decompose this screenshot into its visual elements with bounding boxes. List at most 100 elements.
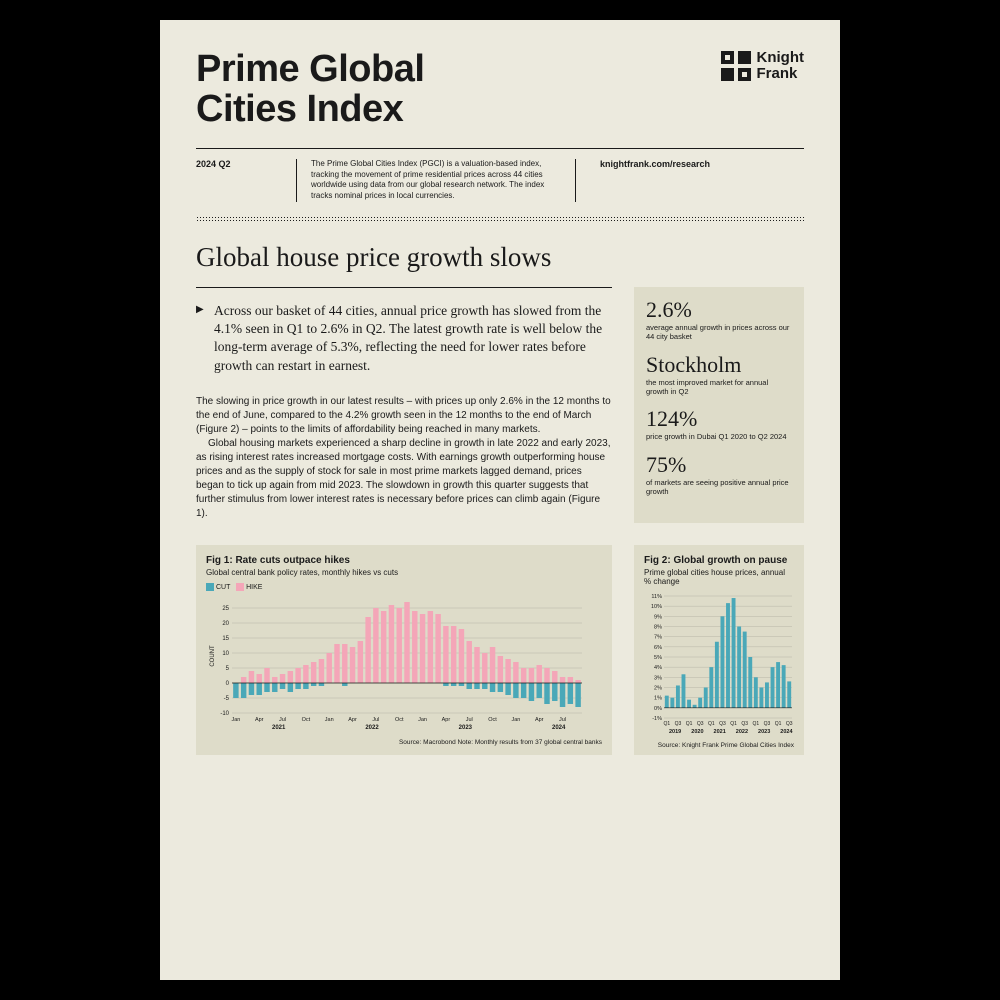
svg-text:9%: 9% <box>654 614 662 620</box>
svg-text:Jul: Jul <box>466 717 473 723</box>
svg-text:Q3: Q3 <box>697 721 704 727</box>
stat-value: 75% <box>646 454 792 476</box>
svg-text:Jan: Jan <box>325 717 334 723</box>
bullet-icon: ▶ <box>196 302 206 375</box>
svg-text:Jul: Jul <box>372 717 379 723</box>
svg-text:Q1: Q1 <box>663 721 670 727</box>
chart-1-subtitle: Global central bank policy rates, monthl… <box>206 568 602 577</box>
svg-text:2022: 2022 <box>736 729 748 735</box>
svg-text:Q3: Q3 <box>719 721 726 727</box>
intro-block: ▶ Across our basket of 44 cities, annual… <box>196 287 612 375</box>
svg-text:Apr: Apr <box>442 717 451 723</box>
svg-text:Jan: Jan <box>511 717 520 723</box>
svg-text:0: 0 <box>226 681 230 687</box>
svg-text:Q1: Q1 <box>686 721 693 727</box>
svg-text:Q1: Q1 <box>730 721 737 727</box>
chart-1-panel: Fig 1: Rate cuts outpace hikes Global ce… <box>196 545 612 755</box>
svg-text:3%: 3% <box>654 675 662 681</box>
stat-desc: price growth in Dubai Q1 2020 to Q2 2024 <box>646 432 792 441</box>
svg-text:Q1: Q1 <box>708 721 715 727</box>
svg-text:2020: 2020 <box>691 729 703 735</box>
chart-2-title: Fig 2: Global growth on pause <box>644 555 794 566</box>
svg-text:Oct: Oct <box>302 717 311 723</box>
svg-text:25: 25 <box>222 606 229 612</box>
issue-label: 2024 Q2 <box>196 159 276 202</box>
stat-desc: of markets are seeing positive annual pr… <box>646 478 792 497</box>
svg-text:Apr: Apr <box>348 717 357 723</box>
stat-value: 124% <box>646 408 792 430</box>
stat-item: 75% of markets are seeing positive annual… <box>646 454 792 497</box>
svg-text:1%: 1% <box>654 696 662 702</box>
svg-text:Q3: Q3 <box>741 721 748 727</box>
stat-item: Stockholm the most improved market for an… <box>646 354 792 397</box>
svg-text:6%: 6% <box>654 645 662 651</box>
dotted-divider <box>196 216 804 222</box>
chart-1-source: Source: Macrobond Note: Monthly results … <box>206 739 602 746</box>
headline: Global house price growth slows <box>196 242 804 273</box>
stat-item: 124% price growth in Dubai Q1 2020 to Q2 … <box>646 408 792 441</box>
svg-text:15: 15 <box>222 636 229 642</box>
svg-text:10%: 10% <box>651 604 662 610</box>
report-page: Prime Global Cities Index Knight Frank 2… <box>160 20 840 980</box>
svg-text:2%: 2% <box>654 685 662 691</box>
svg-text:2024: 2024 <box>780 729 793 735</box>
stats-panel: 2.6% average annual growth in prices acro… <box>634 287 804 523</box>
research-url: knightfrank.com/research <box>596 159 710 202</box>
body-para-1: The slowing in price growth in our lates… <box>196 395 612 437</box>
chart-1-svg: -10-50510152025COUNTJanAprJulOctJanAprJu… <box>206 595 586 735</box>
svg-text:4%: 4% <box>654 665 662 671</box>
stat-value: Stockholm <box>646 354 792 376</box>
svg-text:0%: 0% <box>654 706 662 712</box>
chart-2-panel: Fig 2: Global growth on pause Prime glob… <box>634 545 804 755</box>
svg-text:-1%: -1% <box>652 716 662 722</box>
stat-value: 2.6% <box>646 299 792 321</box>
svg-text:Q3: Q3 <box>764 721 771 727</box>
chart-2-svg: -1%0%1%2%3%4%5%6%7%8%9%10%11%Q1Q3Q1Q3Q1Q… <box>644 592 794 738</box>
legend-swatch-cut <box>206 583 214 591</box>
stat-item: 2.6% average annual growth in prices acro… <box>646 299 792 342</box>
stat-desc: average annual growth in prices across o… <box>646 323 792 342</box>
svg-text:Jan: Jan <box>231 717 240 723</box>
svg-text:2021: 2021 <box>714 729 726 735</box>
svg-text:2024: 2024 <box>552 725 566 731</box>
intro-text: Across our basket of 44 cities, annual p… <box>214 302 612 375</box>
svg-text:5: 5 <box>226 666 230 672</box>
sidebar-column: 2.6% average annual growth in prices acro… <box>634 287 804 539</box>
svg-text:Q3: Q3 <box>675 721 682 727</box>
stat-desc: the most improved market for annual grow… <box>646 378 792 397</box>
svg-text:11%: 11% <box>651 594 662 600</box>
svg-text:2021: 2021 <box>272 725 286 731</box>
svg-text:2019: 2019 <box>669 729 681 735</box>
svg-text:2023: 2023 <box>459 725 473 731</box>
chart-2-source: Source: Knight Frank Prime Global Cities… <box>644 742 794 749</box>
legend-swatch-hike <box>236 583 244 591</box>
chart-2-subtitle: Prime global cities house prices, annual… <box>644 568 794 586</box>
svg-text:Oct: Oct <box>395 717 404 723</box>
index-description: The Prime Global Cities Index (PGCI) is … <box>296 159 576 202</box>
svg-text:Q1: Q1 <box>752 721 759 727</box>
report-title: Prime Global Cities Index <box>196 50 424 130</box>
title-line-2: Cities Index <box>196 88 403 130</box>
svg-text:2023: 2023 <box>758 729 770 735</box>
svg-text:2022: 2022 <box>365 725 379 731</box>
svg-text:8%: 8% <box>654 624 662 630</box>
title-line-1: Prime Global <box>196 48 424 90</box>
chart-1-legend: CUT HIKE <box>206 583 602 591</box>
svg-text:COUNT: COUNT <box>210 645 216 667</box>
body-para-2: Global housing markets experienced a sha… <box>196 437 612 521</box>
svg-text:Q1: Q1 <box>775 721 782 727</box>
logo-text: Knight Frank <box>757 50 804 82</box>
svg-text:Q3: Q3 <box>786 721 793 727</box>
chart-1-title: Fig 1: Rate cuts outpace hikes <box>206 555 602 566</box>
meta-row: 2024 Q2 The Prime Global Cities Index (P… <box>196 149 804 212</box>
main-column: ▶ Across our basket of 44 cities, annual… <box>196 287 612 539</box>
svg-text:-5: -5 <box>224 696 230 702</box>
svg-text:7%: 7% <box>654 635 662 641</box>
svg-text:-10: -10 <box>220 711 229 717</box>
svg-text:Jul: Jul <box>279 717 286 723</box>
svg-text:Jan: Jan <box>418 717 427 723</box>
svg-text:10: 10 <box>222 651 229 657</box>
logo-icon <box>721 51 751 81</box>
charts-row: Fig 1: Rate cuts outpace hikes Global ce… <box>196 545 804 755</box>
svg-text:Jul: Jul <box>559 717 566 723</box>
